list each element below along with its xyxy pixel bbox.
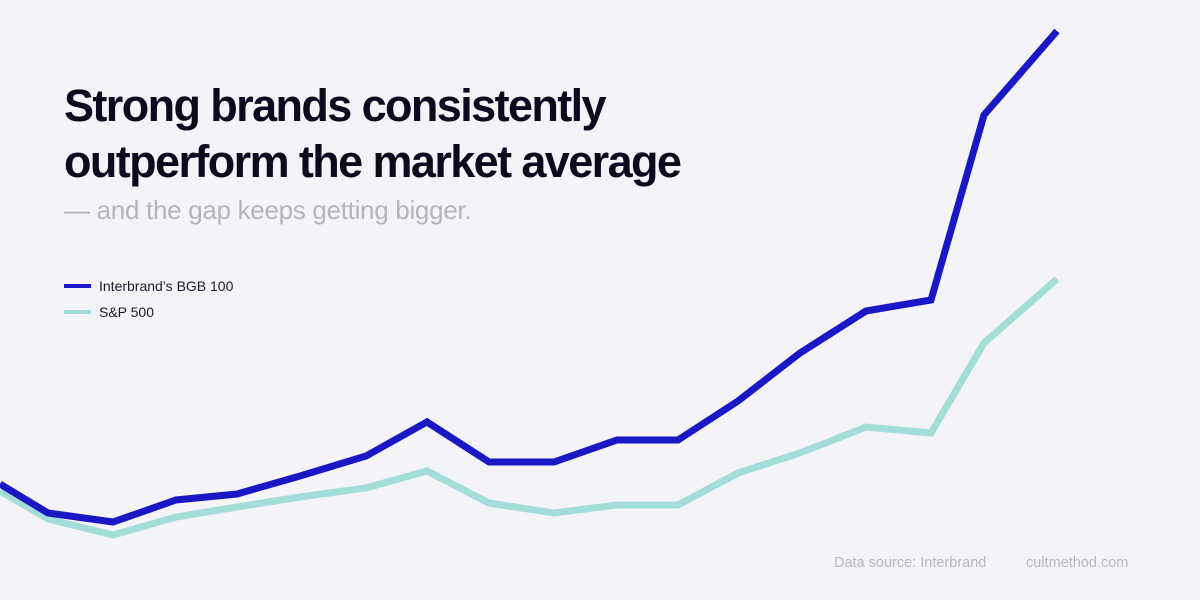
legend-item-sp500: S&P 500 [64, 299, 233, 325]
title-line-1: Strong brands consistently [64, 80, 607, 131]
site-credit: cultmethod.com [1026, 555, 1129, 571]
sp500-line [0, 276, 1060, 539]
legend-label-bgb100: Interbrand’s BGB 100 [99, 278, 234, 294]
title-line-2: outperform the market average [64, 136, 682, 187]
chart-title: Strong brands consistently outperform th… [64, 78, 824, 190]
chart-subtitle: — and the gap keeps getting bigger. [64, 195, 472, 225]
legend: Interbrand’s BGB 100 S&P 500 [64, 273, 233, 325]
legend-swatch-bgb100 [64, 284, 91, 288]
legend-swatch-sp500 [64, 310, 91, 314]
legend-label-sp500: S&P 500 [99, 304, 155, 320]
legend-item-bgb100: Interbrand’s BGB 100 [64, 273, 233, 299]
data-source-note: Data source: Interbrand [834, 555, 987, 571]
bgb100-line [0, 28, 1060, 526]
